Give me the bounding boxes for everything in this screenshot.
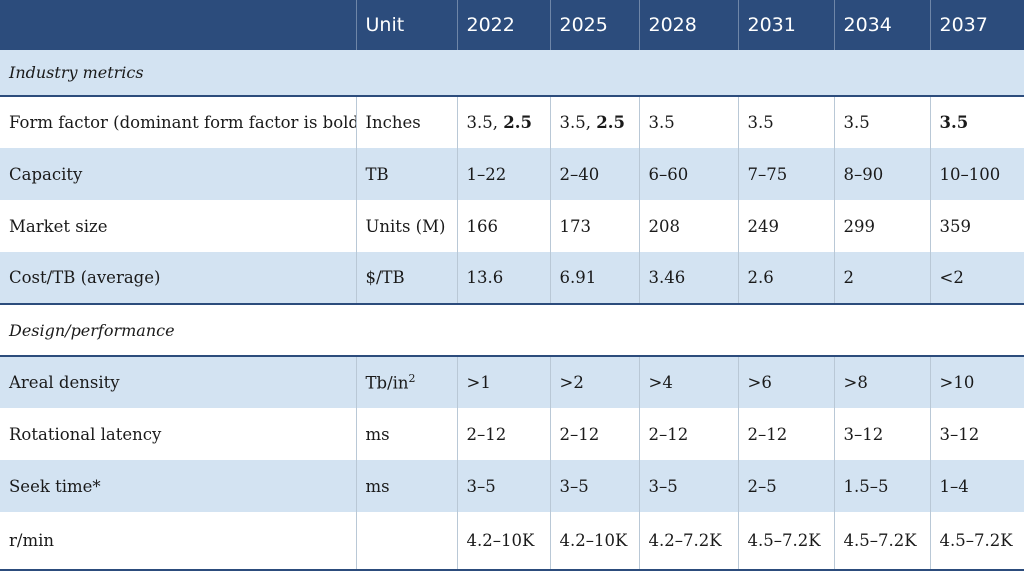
row-label: Seek time* <box>0 460 357 512</box>
row-unit: TB <box>356 148 458 200</box>
table-row-seek-time: Seek time* ms 3–5 3–5 3–5 2–5 1.5–5 1–4 <box>0 460 1024 512</box>
value-cell: >1 <box>457 356 551 408</box>
value-cell: 2–5 <box>738 460 835 512</box>
section-design-performance: Design/performance <box>0 303 1024 357</box>
value-cell: 2–12 <box>639 408 739 460</box>
section-title: Industry metrics <box>0 50 1024 97</box>
row-label: r/min <box>0 512 357 571</box>
value-cell: 2–40 <box>550 148 640 200</box>
table-row-rotational-latency: Rotational latency ms 2–12 2–12 2–12 2–1… <box>0 408 1024 460</box>
value-cell: 7–75 <box>738 148 835 200</box>
value-cell: 3.5 <box>939 113 969 132</box>
row-label: Cost/TB (average) <box>0 252 357 304</box>
header-year: 2025 <box>550 0 640 50</box>
value-cell: 3.5 <box>639 96 739 148</box>
row-unit <box>356 512 458 571</box>
value-cell: 4.2–10K <box>457 512 551 571</box>
row-label: Rotational latency <box>0 408 357 460</box>
value-cell: >2 <box>550 356 640 408</box>
header-row: Unit 2022 2025 2028 2031 2034 2037 <box>0 0 1024 50</box>
table-row-areal-density: Areal density Tb/in2 >1 >2 >4 >6 >8 >10 <box>0 356 1024 408</box>
value-cell: 2–12 <box>550 408 640 460</box>
value-cell: >8 <box>834 356 931 408</box>
value-cell: 208 <box>639 200 739 252</box>
value-cell: 299 <box>834 200 931 252</box>
row-unit: ms <box>356 460 458 512</box>
value-cell: 3.5 <box>834 96 931 148</box>
value-cell: 3.5, 2.5 <box>550 96 640 148</box>
row-unit: Inches <box>356 96 458 148</box>
value-cell: 6–60 <box>639 148 739 200</box>
value-cell: >4 <box>639 356 739 408</box>
header-unit: Unit <box>356 0 458 50</box>
value-cell: 249 <box>738 200 835 252</box>
value-cell: 166 <box>457 200 551 252</box>
value-cell: 4.2–7.2K <box>639 512 739 571</box>
value-cell: 13.6 <box>457 252 551 304</box>
value-cell: 3–5 <box>457 460 551 512</box>
value-cell: 3.5, 2.5 <box>457 96 551 148</box>
value-cell: 2–12 <box>457 408 551 460</box>
row-label: Form factor (dominant form factor is bol… <box>0 96 357 148</box>
table-row-cost-per-tb: Cost/TB (average) $/TB 13.6 6.91 3.46 2.… <box>0 252 1024 304</box>
row-label: Market size <box>0 200 357 252</box>
value-cell: 3.5 <box>738 96 835 148</box>
header-cell <box>0 0 357 50</box>
value-cell: 2 <box>834 252 931 304</box>
header-year: 2037 <box>939 14 988 36</box>
value-cell: 4.2–10K <box>550 512 640 571</box>
value-cell: 2–12 <box>738 408 835 460</box>
row-unit: Units (M) <box>356 200 458 252</box>
row-unit: ms <box>356 408 458 460</box>
value-cell: 3–12 <box>834 408 931 460</box>
row-label: Areal density <box>0 356 357 408</box>
value-cell: 1.5–5 <box>834 460 931 512</box>
section-industry-metrics: Industry metrics <box>0 50 1024 97</box>
value-cell: 10–100 <box>939 164 1001 184</box>
row-unit: Tb/in2 <box>356 356 458 408</box>
value-cell: 4.5–7.2K <box>930 512 1024 571</box>
value-cell: <2 <box>939 268 964 287</box>
header-year: 2028 <box>639 0 739 50</box>
value-cell: 1–4 <box>939 476 969 496</box>
row-label: Capacity <box>0 148 357 200</box>
value-cell: >10 <box>939 373 975 392</box>
row-unit: $/TB <box>356 252 458 304</box>
section-title: Design/performance <box>0 303 1024 357</box>
value-cell: 4.5–7.2K <box>738 512 835 571</box>
value-cell: 8–90 <box>834 148 931 200</box>
value-cell: 3.46 <box>639 252 739 304</box>
value-cell: 1–22 <box>457 148 551 200</box>
value-cell: 173 <box>550 200 640 252</box>
header-year: 2031 <box>738 0 835 50</box>
value-cell: 3–5 <box>639 460 739 512</box>
value-cell: >6 <box>738 356 835 408</box>
table-row-form-factor: Form factor (dominant form factor is bol… <box>0 96 1024 148</box>
table-row-rpm: r/min 4.2–10K 4.2–10K 4.2–7.2K 4.5–7.2K … <box>0 512 1024 571</box>
value-cell: 3–12 <box>939 424 980 444</box>
header-year: 2022 <box>457 0 551 50</box>
value-cell: 3–5 <box>550 460 640 512</box>
value-cell: 359 <box>939 216 972 236</box>
value-cell: 4.5–7.2K <box>834 512 931 571</box>
table-row-market-size: Market size Units (M) 166 173 208 249 29… <box>0 200 1024 252</box>
table-row-capacity: Capacity TB 1–22 2–40 6–60 7–75 8–90 10–… <box>0 148 1024 200</box>
header-year: 2034 <box>834 0 931 50</box>
value-cell: 2.6 <box>738 252 835 304</box>
value-cell: 6.91 <box>550 252 640 304</box>
